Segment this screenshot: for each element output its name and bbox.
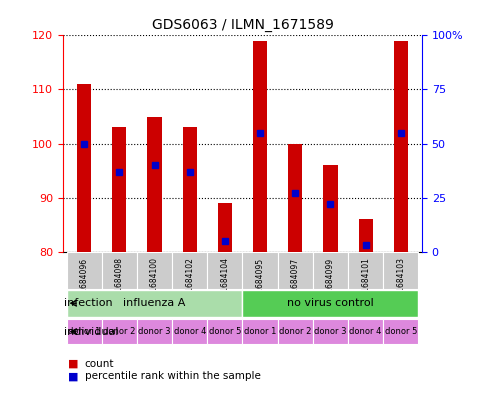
- Bar: [66, 290, 242, 317]
- Bar: [66, 319, 102, 344]
- Bar: [217, 203, 231, 252]
- Text: donor 4: donor 4: [173, 327, 206, 336]
- Text: donor 2: donor 2: [278, 327, 311, 336]
- Text: GSM1684096: GSM1684096: [79, 257, 89, 309]
- Bar: [207, 319, 242, 344]
- Bar: [102, 319, 136, 344]
- Bar: [287, 143, 302, 252]
- Bar: [136, 319, 172, 344]
- Text: no virus control: no virus control: [287, 298, 373, 308]
- Text: donor 5: donor 5: [208, 327, 241, 336]
- Text: GSM1684103: GSM1684103: [395, 257, 405, 309]
- Bar: [253, 41, 267, 252]
- Bar: [382, 319, 418, 344]
- Bar: [242, 252, 277, 289]
- Bar: [393, 41, 407, 252]
- Bar: [172, 319, 207, 344]
- Bar: [207, 252, 242, 289]
- Bar: [348, 252, 382, 289]
- Text: GSM1684100: GSM1684100: [150, 257, 159, 309]
- Bar: [312, 252, 348, 289]
- Bar: [66, 252, 102, 289]
- Text: donor 5: donor 5: [384, 327, 416, 336]
- Text: donor 3: donor 3: [314, 327, 346, 336]
- Bar: [182, 127, 197, 252]
- Text: donor 1: donor 1: [243, 327, 276, 336]
- Text: GSM1684097: GSM1684097: [290, 257, 299, 309]
- Bar: [136, 252, 172, 289]
- Bar: [382, 252, 418, 289]
- Bar: [172, 252, 207, 289]
- Text: GSM1684104: GSM1684104: [220, 257, 229, 309]
- Text: GSM1684099: GSM1684099: [325, 257, 334, 309]
- Bar: [242, 290, 418, 317]
- Bar: [77, 84, 91, 252]
- Text: individual: individual: [63, 327, 118, 337]
- Text: count: count: [85, 358, 114, 369]
- Text: ■: ■: [68, 371, 78, 382]
- Bar: [242, 319, 277, 344]
- Text: GSM1684098: GSM1684098: [115, 257, 123, 309]
- Text: influenza A: influenza A: [123, 298, 185, 308]
- Text: donor 4: donor 4: [349, 327, 381, 336]
- Text: GSM1684095: GSM1684095: [255, 257, 264, 309]
- Text: donor 3: donor 3: [138, 327, 170, 336]
- Text: donor 2: donor 2: [103, 327, 135, 336]
- Bar: [112, 127, 126, 252]
- Bar: [147, 117, 161, 252]
- Bar: [277, 319, 312, 344]
- Bar: [323, 165, 337, 252]
- Text: infection: infection: [63, 298, 112, 308]
- Text: GSM1684102: GSM1684102: [185, 257, 194, 308]
- Text: ■: ■: [68, 358, 78, 369]
- Bar: [277, 252, 312, 289]
- Text: GSM1684101: GSM1684101: [361, 257, 369, 308]
- Text: donor 1: donor 1: [68, 327, 100, 336]
- Text: percentile rank within the sample: percentile rank within the sample: [85, 371, 260, 382]
- Bar: [348, 319, 382, 344]
- Bar: [312, 319, 348, 344]
- Bar: [102, 252, 136, 289]
- Text: GDS6063 / ILMN_1671589: GDS6063 / ILMN_1671589: [151, 18, 333, 32]
- Bar: [358, 219, 372, 252]
